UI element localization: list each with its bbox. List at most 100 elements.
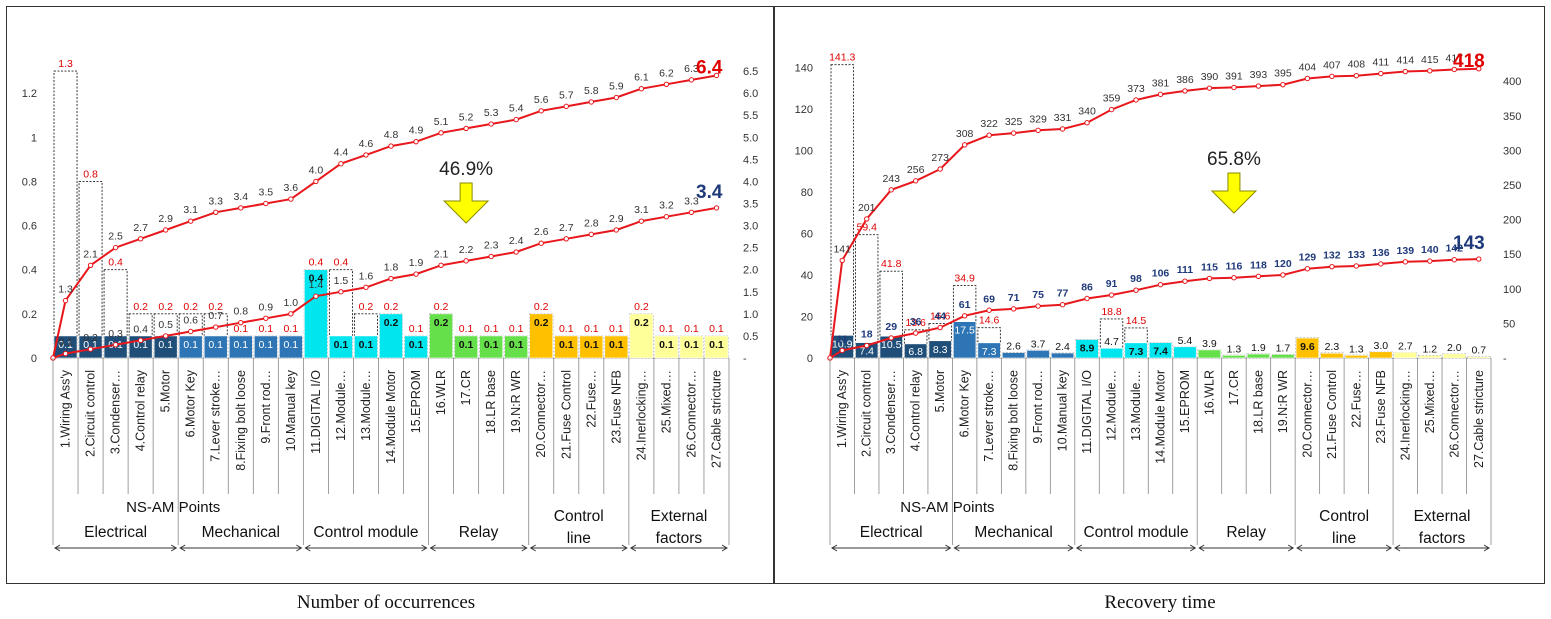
bar-after-label: 0.1 [509,339,524,351]
group-label: Mechanical [974,524,1052,541]
bar-after-label: 7.3 [1129,346,1144,358]
y-left-tick-label: 20 [801,311,813,323]
bar-after-label: 0.1 [233,339,248,351]
cumulative-after-label: 1.5 [334,275,349,287]
bar-after [953,321,977,359]
bracket-arrow-left-icon [179,544,186,552]
cumulative-after-point [961,313,968,319]
bar-after [1246,353,1270,359]
category-label: 26.Connector… [1447,370,1461,458]
cumulative-after-point [288,311,294,317]
group-label: Control line [554,508,604,547]
cumulative-before-label: 4.4 [334,147,349,159]
cumulative-before-point [1353,72,1360,79]
bar-after-label: 7.4 [1153,346,1168,358]
bar-after-label: 7.4 [859,346,874,358]
bar-after-label: 2.4 [1055,341,1070,353]
bar-before-label: 0.8 [83,168,98,180]
cumulative-after-point [463,258,469,264]
cumulative-before-point [1157,91,1164,98]
category-label: 23.Fuse NFB [1374,370,1388,444]
cumulative-after-point [688,209,695,216]
cumulative-after-label: 2.9 [609,213,624,225]
bar-after [279,335,303,359]
cumulative-before-point [1206,85,1213,91]
cumulative-before-label: 4.8 [384,129,399,141]
bar-after-label: 0.1 [684,339,699,351]
caption-recovery-time: Recovery time [1104,592,1216,613]
cumulative-before-label: 2.1 [83,248,98,260]
cumulative-after-point [112,342,119,348]
cumulative-after-point [238,319,244,326]
category-label: 18.LR base [484,370,498,434]
bar-after [1173,346,1197,359]
cumulative-before-label: 2.7 [133,222,148,234]
category-label: 14.Module Motor [1154,370,1168,464]
bar-before-label: 0.2 [434,301,449,313]
bar-before-label: 0.1 [609,323,624,335]
category-label: 19.N:R WR [509,370,523,433]
bar-after-label: 0.1 [183,339,198,351]
category-label: 22.Fuse… [584,370,598,428]
cumulative-after-point [1059,302,1066,308]
cumulative-before-label: 414 [1397,55,1415,67]
cumulative-after-label: 3.3 [684,195,699,207]
recovery-time-chart: 0 20 40 60 80 100 120 140 - 50 100 150 200 250 300 350 4… [795,51,1521,552]
cumulative-before-point [413,138,419,145]
cumulative-after-point [1133,287,1139,293]
category-label: 5.Motor [159,370,173,412]
cumulative-before-label: 2.9 [158,213,173,225]
bar-before-label: 0.1 [509,323,524,335]
bar-before-label: 13.6 [905,317,926,329]
cumulative-after-point [388,275,394,282]
cumulative-before-label: 417 [1446,52,1464,64]
cumulative-after-point [213,324,219,330]
bar-after [1344,355,1368,359]
cumulative-after-point [513,249,519,255]
bar-after-label: 8.9 [1080,343,1095,355]
cumulative-before-point [388,143,394,149]
cumulative-before-point [1059,126,1066,132]
category-label: 25.Mixed… [1423,370,1437,433]
category-label: 13.Module… [1129,370,1143,441]
cumulative-after-label: 132 [1323,250,1341,262]
cumulative-before-point [463,125,469,132]
cumulative-before-label: 415 [1421,54,1439,66]
total-after-label: 3.4 [696,182,723,203]
cumulative-before-label: 141 [833,243,851,255]
bar-after-label: 1.3 [1349,343,1364,355]
x-axis-title: NS-AM Points [126,499,220,516]
cumulative-after-point [1378,261,1384,267]
cumulative-before-label: 325 [1005,116,1023,128]
category-label: 23.Fuse NFB [609,370,623,444]
bar-after [1467,356,1491,359]
y-right-tick-label: 2.5 [743,243,758,255]
bar-before-label: 0.2 [359,301,374,313]
category-label: 13.Module… [359,370,373,441]
cumulative-before-point [313,178,319,185]
y-right-tick-label: 50 [1503,318,1515,330]
bar-after-label: 3.7 [1031,338,1046,350]
down-arrow-icon [442,182,490,224]
cumulative-before-point [1084,120,1090,126]
bar-after [554,335,579,359]
cumulative-before-label: 5.6 [534,94,549,106]
bar-after [679,335,704,359]
total-before-label: 6.4 [696,57,723,78]
cumulative-after-point [1451,257,1457,263]
cumulative-before-label: 395 [1274,68,1292,80]
cumulative-after-point [62,350,69,357]
cumulative-before-point [1035,127,1041,134]
cumulative-after-label: 2.4 [509,235,524,247]
y-left-tick-label: 0.4 [22,265,37,277]
bracket-arrow-left-icon [1198,544,1205,552]
cumulative-before-point [263,200,269,207]
recovery-time-chart-panel: 0 20 40 60 80 100 120 140 - 50 100 150 200 250 300 350 4… [774,6,1545,584]
cumulative-before-point [438,130,444,136]
cumulative-after-label: 2.8 [584,217,599,229]
bar-after [479,335,503,359]
bar-before-label: 0.2 [183,301,198,313]
y-right-tick-label: 400 [1503,76,1521,88]
bar-after-label: 10.9 [832,338,853,350]
cumulative-before-point [888,187,894,193]
